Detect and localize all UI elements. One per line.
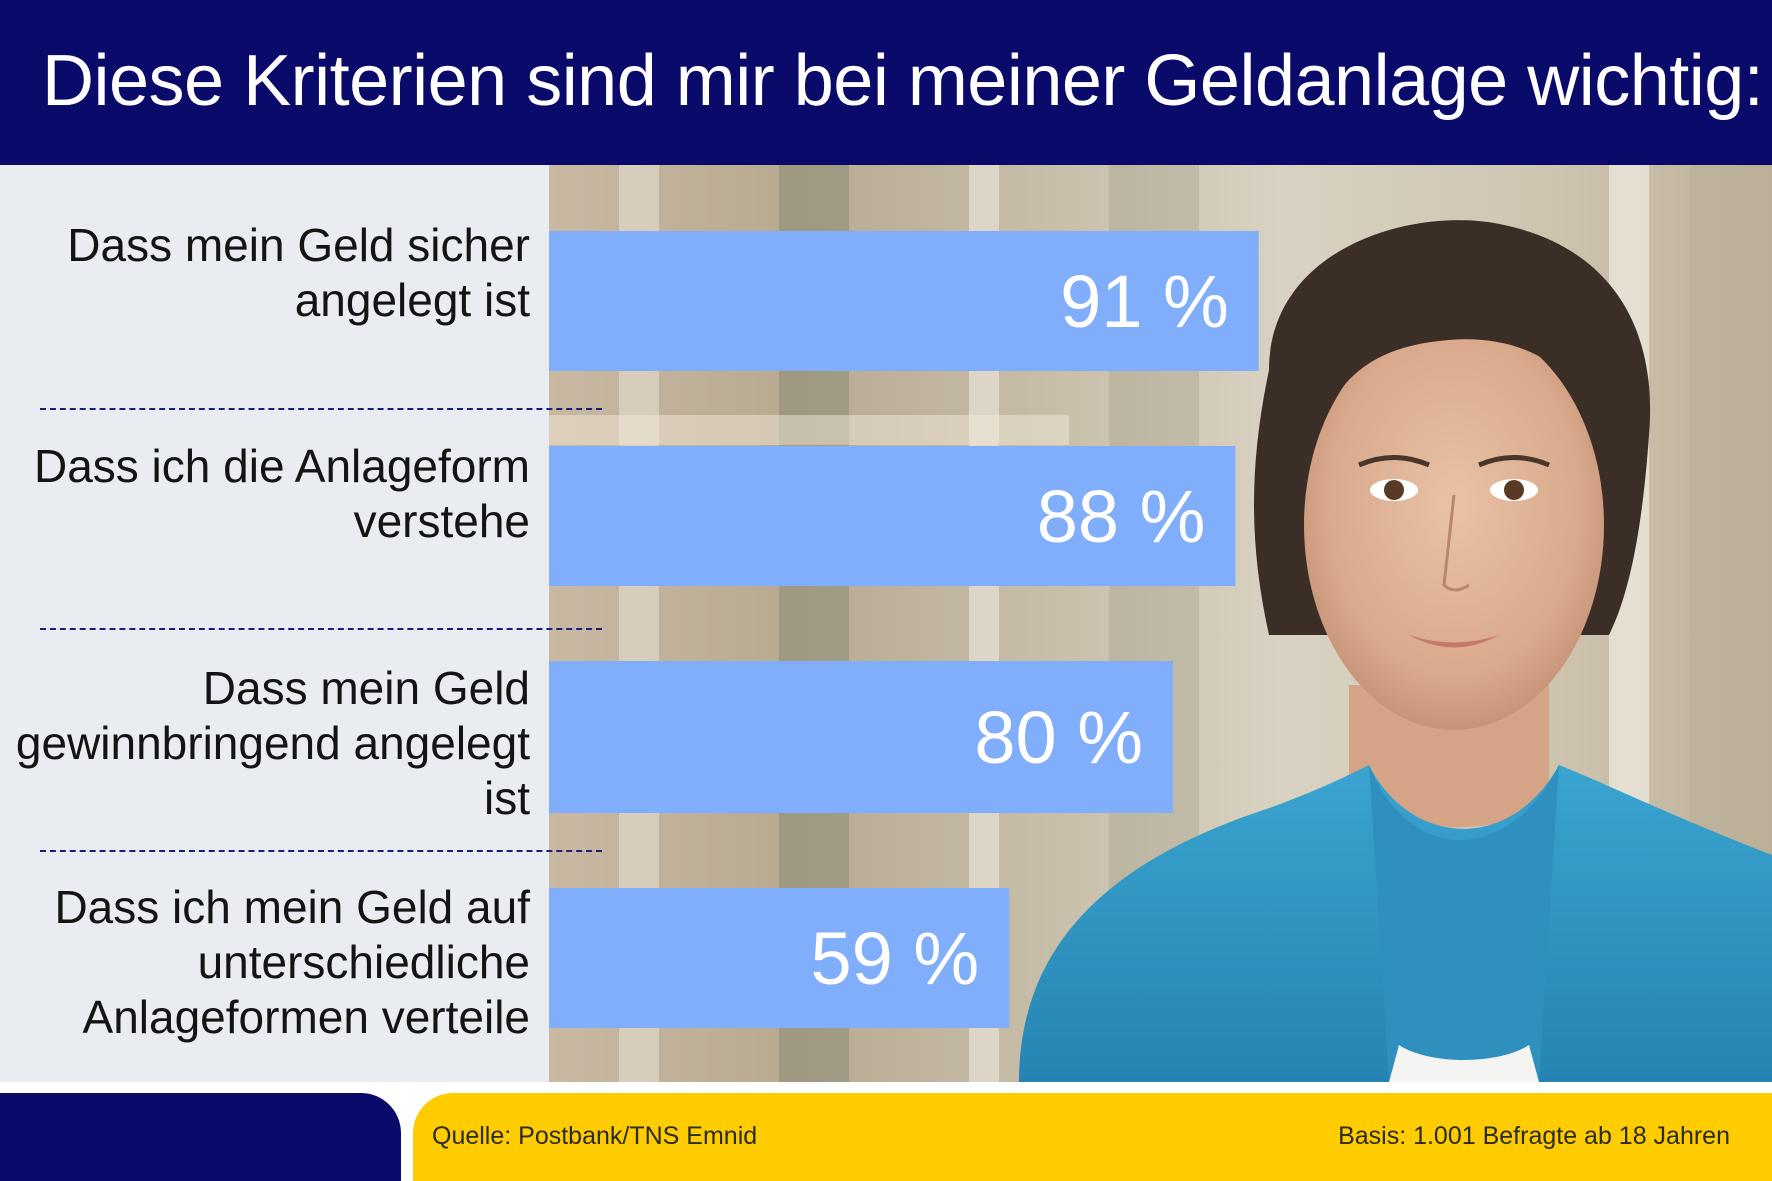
basis-note: Basis: 1.001 Befragte ab 18 Jahren [1338, 1122, 1730, 1150]
footer-left-block [0, 1093, 401, 1181]
row-separator-3 [40, 850, 602, 852]
category-label-4: Dass ich mein Geld auf unterschiedliche … [54, 881, 530, 1043]
category-label-3: Dass mein Geld gewinnbringend angelegt i… [15, 662, 530, 824]
bar-value-label-3: 80 % [974, 696, 1143, 779]
header-bar: Diese Kriterien sind mir bei meiner Geld… [0, 0, 1772, 165]
bar-value-label-1: 91 % [1060, 260, 1229, 343]
label-panel [0, 165, 549, 1082]
category-label-2: Dass ich die Anlageform verstehe [33, 440, 530, 547]
bar-1 [549, 231, 1259, 371]
bar-value-label-2: 88 % [1037, 475, 1206, 558]
row-separator-1 [40, 408, 602, 410]
category-label-1: Dass mein Geld sicher angelegt ist [67, 219, 530, 326]
bar-3 [549, 661, 1173, 813]
source-note: Quelle: Postbank/TNS Emnid [432, 1122, 758, 1150]
row-separator-2 [40, 628, 602, 630]
bar-4 [549, 888, 1010, 1028]
page-title: Diese Kriterien sind mir bei meiner Geld… [42, 41, 1764, 121]
bar-value-label-4: 59 % [811, 917, 980, 1000]
bar-2 [549, 446, 1236, 586]
footer-right-block [413, 1093, 1772, 1181]
